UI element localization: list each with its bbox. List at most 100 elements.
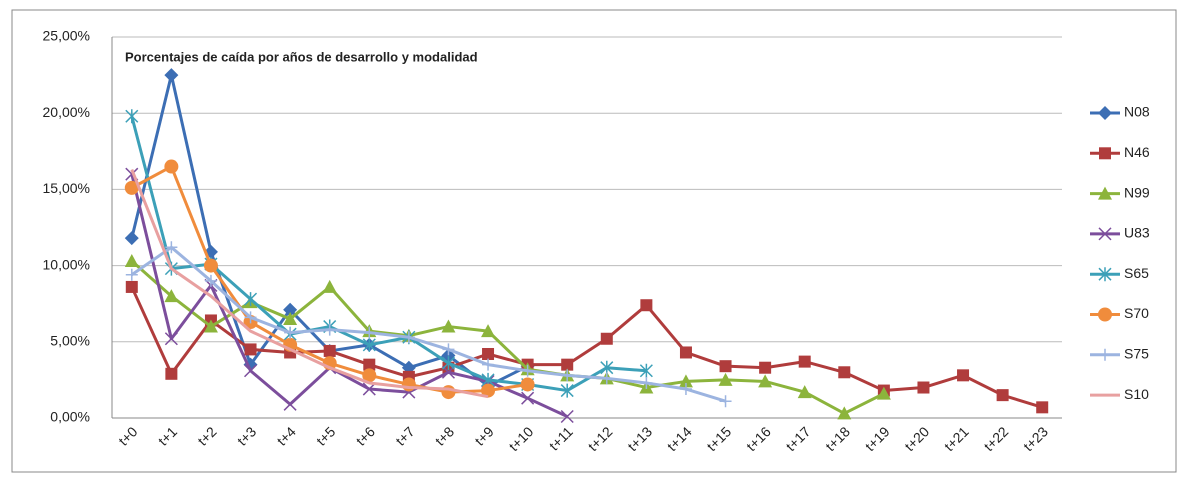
marker <box>441 365 455 379</box>
marker <box>283 311 298 325</box>
marker <box>560 409 574 424</box>
marker <box>521 391 535 405</box>
legend-label: S10 <box>1124 386 1149 402</box>
marker <box>125 280 138 293</box>
marker <box>164 68 179 83</box>
marker <box>322 279 337 293</box>
marker <box>798 355 811 368</box>
marker <box>125 268 138 281</box>
marker <box>283 397 297 411</box>
marker <box>1099 147 1111 160</box>
marker <box>363 326 376 339</box>
marker <box>363 358 376 371</box>
marker <box>1098 106 1112 120</box>
marker <box>719 360 732 373</box>
chart-frame <box>11 9 1177 473</box>
marker <box>125 109 139 124</box>
chart-title: Porcentajes de caída por años de desarro… <box>125 49 478 64</box>
legend-label: N46 <box>1124 144 1150 160</box>
series-line <box>130 245 726 403</box>
marker <box>204 274 217 287</box>
marker <box>1098 307 1112 322</box>
y-tick-label: 5,00% <box>50 333 90 349</box>
marker <box>442 343 455 356</box>
marker <box>401 377 416 392</box>
legend-label: N08 <box>1124 104 1150 120</box>
marker <box>244 311 257 324</box>
series-line <box>130 169 489 399</box>
marker <box>679 346 692 359</box>
marker <box>600 332 613 345</box>
marker <box>917 381 930 394</box>
marker <box>1098 227 1112 241</box>
marker <box>718 372 733 386</box>
marker <box>640 376 653 389</box>
marker <box>124 254 139 268</box>
marker <box>561 358 574 371</box>
series-line <box>130 286 1043 409</box>
marker <box>323 344 336 357</box>
marker <box>362 337 376 352</box>
marker <box>441 385 456 400</box>
marker <box>758 374 773 388</box>
marker <box>441 319 456 333</box>
marker <box>600 372 613 385</box>
marker <box>1099 348 1111 361</box>
marker <box>719 395 732 408</box>
y-tick-label: 10,00% <box>43 256 90 272</box>
marker <box>244 364 258 378</box>
marker <box>164 289 179 303</box>
marker <box>678 374 693 388</box>
marker <box>362 368 377 383</box>
marker <box>165 241 178 254</box>
marker <box>441 356 455 371</box>
marker <box>203 319 218 333</box>
marker <box>759 361 772 374</box>
marker <box>482 358 495 371</box>
marker <box>165 367 178 380</box>
y-tick-label: 15,00% <box>43 180 90 196</box>
marker <box>520 377 535 392</box>
marker <box>124 231 139 246</box>
marker <box>124 180 139 195</box>
marker <box>481 383 496 398</box>
marker <box>164 159 179 174</box>
marker <box>1098 267 1112 282</box>
legend-label: U83 <box>1124 225 1150 241</box>
marker <box>837 406 852 420</box>
marker <box>640 299 653 312</box>
marker <box>797 385 812 399</box>
legend-label: S75 <box>1124 346 1149 362</box>
marker <box>838 366 851 379</box>
legend-label: N99 <box>1124 184 1150 200</box>
series-line <box>130 173 568 418</box>
marker <box>600 360 614 375</box>
marker <box>244 343 257 356</box>
legend-label: S70 <box>1124 305 1149 321</box>
marker <box>402 331 415 344</box>
series-line <box>130 115 647 393</box>
marker <box>482 347 495 360</box>
marker <box>1098 186 1112 200</box>
marker <box>164 332 178 346</box>
marker <box>996 389 1009 402</box>
marker <box>362 382 376 396</box>
marker <box>957 369 970 382</box>
y-tick-label: 20,00% <box>43 104 90 120</box>
marker <box>203 258 218 273</box>
marker <box>481 324 496 338</box>
marker <box>876 386 891 400</box>
marker <box>283 302 298 317</box>
marker <box>1036 401 1049 414</box>
marker <box>679 383 692 396</box>
y-tick-label: 0,00% <box>50 409 90 425</box>
marker <box>244 292 258 307</box>
legend-label: S65 <box>1124 265 1149 281</box>
marker <box>639 363 653 378</box>
marker <box>284 326 297 339</box>
marker <box>521 364 534 377</box>
marker <box>560 383 574 398</box>
y-tick-label: 25,00% <box>43 28 90 44</box>
marker <box>323 323 336 336</box>
